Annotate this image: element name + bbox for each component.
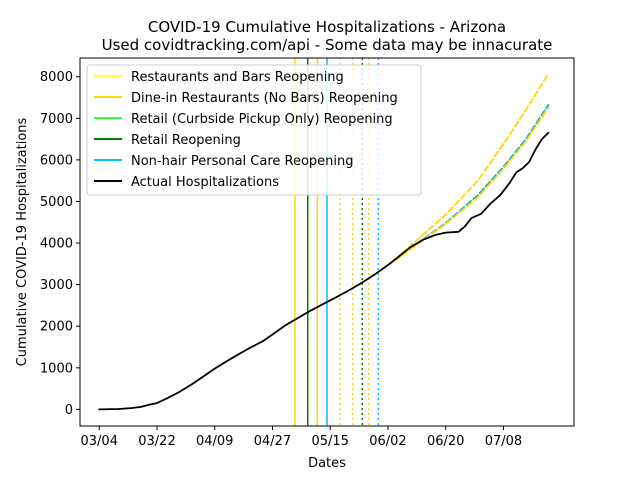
- y-tick-label: 5000: [40, 195, 73, 210]
- x-tick-label: 04/27: [254, 434, 291, 449]
- x-tick-label: 03/04: [81, 434, 118, 449]
- x-tick-label: 05/15: [311, 434, 348, 449]
- legend-label: Retail (Curbside Pickup Only) Reopening: [131, 112, 393, 127]
- chart-subtitle: Used covidtracking.com/api - Some data m…: [102, 36, 553, 54]
- y-tick-label: 2000: [40, 320, 73, 335]
- y-tick-label: 4000: [40, 237, 73, 252]
- x-tick-label: 04/09: [196, 434, 233, 449]
- legend-label: Restaurants and Bars Reopening: [131, 70, 344, 85]
- y-tick-label: 1000: [40, 361, 73, 376]
- x-tick-label: 06/02: [369, 434, 406, 449]
- y-tick-label: 3000: [40, 278, 73, 293]
- x-tick-label: 07/08: [485, 434, 522, 449]
- x-tick-label: 06/20: [427, 434, 464, 449]
- series-projection-line-4: [387, 106, 550, 266]
- x-axis: 03/04 03/22 04/09 04/27 05/15 06/02 06/20 07/08: [81, 426, 522, 449]
- y-axis-label: Cumulative COVID-19 Hospitalizations: [15, 117, 30, 366]
- legend-label: Actual Hospitalizations: [131, 175, 279, 190]
- chart-title: COVID-19 Cumulative Hospitalizations - A…: [148, 18, 506, 36]
- legend: Restaurants and Bars Reopening Dine-in Re…: [86, 64, 422, 196]
- y-tick-label: 7000: [40, 112, 73, 127]
- axes-frame: [79, 57, 575, 427]
- y-tick-label: 6000: [40, 153, 73, 168]
- legend-label: Non-hair Personal Care Reopening: [131, 154, 354, 169]
- series-projection-line-1: [387, 72, 550, 266]
- y-tick-label: 0: [65, 403, 73, 418]
- legend-label: Retail Reopening: [131, 133, 241, 148]
- y-axis: 0 1000 2000 3000 4000 5000 6000 7000 8000: [40, 70, 80, 418]
- series-actual-line: [98, 131, 550, 411]
- legend-box: [86, 64, 422, 196]
- y-tick-label: 8000: [40, 70, 73, 85]
- legend-label: Dine-in Restaurants (No Bars) Reopening: [131, 91, 398, 106]
- x-axis-label: Dates: [308, 456, 346, 471]
- x-tick-label: 03/22: [138, 434, 175, 449]
